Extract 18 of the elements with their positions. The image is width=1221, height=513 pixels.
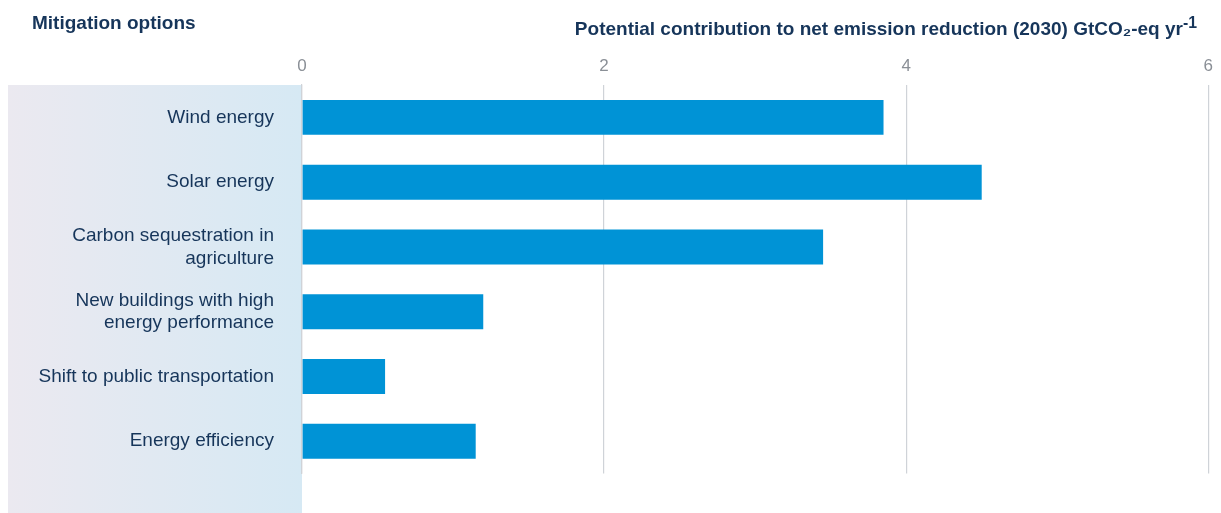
y-tick-label: New buildings with high energy performance xyxy=(75,288,274,333)
x-tick-label: 4 xyxy=(901,56,911,76)
y-tick-label: Carbon sequestration in agriculture xyxy=(72,223,274,268)
x-tick-label: 2 xyxy=(599,56,609,76)
x-tick-label: 0 xyxy=(297,56,307,76)
bar xyxy=(302,358,386,394)
y-tick-label: Energy efficiency xyxy=(129,429,275,451)
bar xyxy=(302,229,824,265)
x-tick-label: 6 xyxy=(1203,56,1214,76)
bar xyxy=(302,164,982,200)
bar xyxy=(302,99,884,135)
y-tick-label: Solar energy xyxy=(166,170,275,192)
x-axis-title: Potential contribution to net emission reduction (2030) GtCO₂-eq yr$^{-1}$ xyxy=(574,14,1197,41)
bar xyxy=(302,423,476,459)
y-axis-title: Mitigation options xyxy=(32,12,196,34)
bar xyxy=(302,294,484,330)
y-tick-label: Wind energy xyxy=(167,105,275,127)
y-tick-label: Shift to public transportation xyxy=(38,364,274,386)
